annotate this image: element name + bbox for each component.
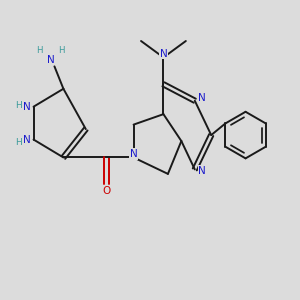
Text: N: N [198, 166, 206, 176]
Text: N: N [47, 55, 55, 65]
Text: O: O [103, 186, 111, 196]
Text: H: H [58, 46, 64, 56]
Text: N: N [160, 49, 167, 59]
Text: N: N [23, 102, 31, 112]
Text: H: H [15, 138, 21, 147]
Text: N: N [23, 134, 31, 145]
Text: N: N [130, 149, 137, 159]
Text: H: H [15, 101, 21, 110]
Text: H: H [36, 46, 42, 56]
Text: N: N [198, 93, 206, 103]
